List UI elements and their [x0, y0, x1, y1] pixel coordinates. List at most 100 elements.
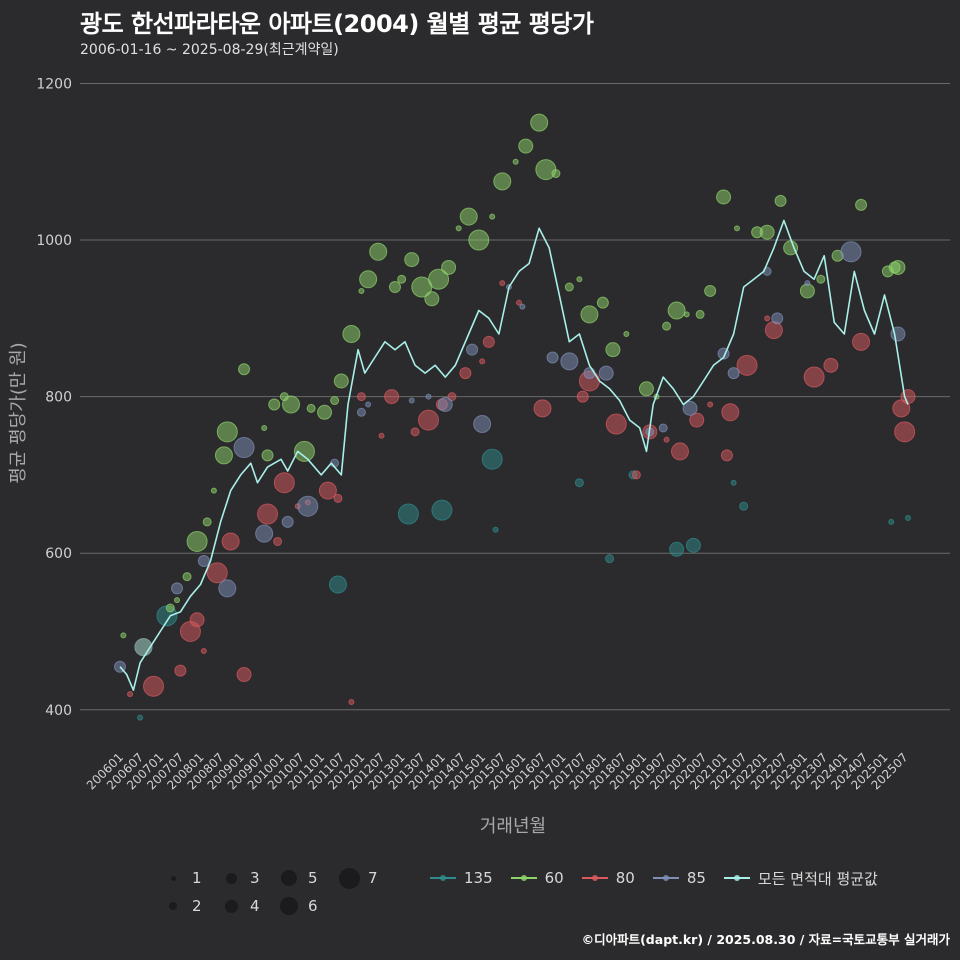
y-tick-label: 800 [45, 390, 72, 406]
grid-lines [80, 82, 950, 711]
point-60 [174, 597, 181, 604]
point-60 [330, 396, 340, 406]
point-85 [658, 423, 668, 433]
size-legend-dot [218, 899, 244, 913]
point-80 [189, 612, 205, 628]
y-tick-label: 600 [45, 546, 72, 562]
point-60 [459, 207, 478, 226]
point-80 [516, 299, 523, 306]
series-legend-label: 80 [615, 869, 635, 887]
point-60 [397, 274, 407, 284]
point-80 [736, 354, 758, 376]
point-80 [356, 392, 366, 402]
point-135 [431, 499, 453, 521]
point-135 [481, 448, 503, 470]
point-60 [182, 572, 192, 582]
size-legend-label: 5 [308, 869, 318, 887]
point-60 [855, 198, 868, 211]
point-60 [358, 287, 365, 294]
y-tick-label: 1200 [36, 76, 72, 92]
point-60 [369, 242, 388, 261]
point-80 [576, 390, 589, 403]
point-85 [281, 515, 294, 528]
point-80 [533, 399, 552, 418]
series-legend-item: 135 [428, 869, 493, 887]
point-80 [631, 470, 641, 480]
point-80 [206, 562, 228, 584]
point-135 [137, 714, 144, 721]
point-60 [662, 321, 672, 331]
size-legend-dot [160, 875, 186, 881]
point-135 [730, 479, 737, 486]
point-80 [499, 280, 506, 287]
series-legend: 135 60 80 85 모든 면적대 평균값 [428, 864, 894, 892]
point-60 [388, 281, 401, 294]
point-80 [803, 366, 825, 388]
point-80 [689, 412, 705, 428]
point-60 [333, 373, 349, 389]
size-legend-label: 2 [192, 897, 202, 915]
y-tick-label: 1000 [36, 233, 72, 249]
point-80 [605, 413, 627, 435]
point-85 [171, 582, 184, 595]
point-85 [233, 437, 255, 459]
point-60 [638, 381, 654, 397]
size-legend-dot [218, 872, 244, 884]
size-legend-label: 1 [192, 869, 202, 887]
point-85 [218, 579, 237, 598]
point-60 [530, 113, 549, 132]
point-60 [186, 530, 208, 552]
size-legend-item: 5 [276, 864, 318, 892]
point-60 [468, 229, 490, 251]
size-legend-label: 6 [308, 897, 318, 915]
size-legend-item: 3 [218, 864, 260, 892]
point-85 [466, 343, 479, 356]
point-85 [804, 280, 811, 287]
point-60 [214, 446, 233, 465]
point-80 [221, 532, 240, 551]
series-legend-item: 85 [651, 869, 706, 887]
point-60 [493, 172, 512, 191]
chart-title: 광도 한선파라타운 아파트(2004) 월별 평균 평당가 [80, 10, 594, 38]
point-85 [682, 400, 698, 416]
point-85 [727, 367, 740, 380]
point-80 [384, 389, 400, 405]
point-80 [482, 335, 495, 348]
point-80 [707, 401, 714, 408]
size-legend-dot [276, 870, 302, 886]
size-legend-item: 6 [276, 892, 318, 920]
size-legend-item: 7 [336, 864, 378, 892]
point-80 [764, 315, 771, 322]
point-60 [455, 225, 462, 232]
point-60 [424, 291, 440, 307]
point-80 [200, 648, 207, 655]
point-135 [685, 537, 701, 553]
point-60 [512, 158, 519, 165]
series-legend-item: 80 [580, 869, 635, 887]
series-legend-key [722, 871, 752, 885]
point-60 [404, 252, 420, 268]
point-80 [378, 432, 385, 439]
point-80 [348, 698, 355, 705]
series-legend-item: 모든 면적대 평균값 [722, 868, 878, 889]
point-60 [759, 224, 775, 240]
point-60 [210, 487, 217, 494]
point-80 [894, 421, 916, 443]
point-85 [408, 397, 415, 404]
point-85 [425, 393, 432, 400]
point-135 [328, 575, 347, 594]
point-60 [261, 449, 274, 462]
series-legend-label: 135 [464, 869, 493, 887]
point-60 [774, 194, 787, 207]
point-135 [905, 514, 911, 521]
series-legend-key [509, 871, 539, 885]
point-80 [764, 321, 783, 340]
x-axis-ticks: 2006012006072007012007072008012008072009… [84, 750, 911, 792]
point-85 [356, 407, 366, 417]
point-135 [492, 526, 499, 533]
point-80 [143, 675, 165, 697]
point-85 [197, 555, 210, 568]
average-line-layer [119, 219, 909, 691]
point-135 [605, 554, 615, 564]
point-80 [273, 536, 283, 546]
